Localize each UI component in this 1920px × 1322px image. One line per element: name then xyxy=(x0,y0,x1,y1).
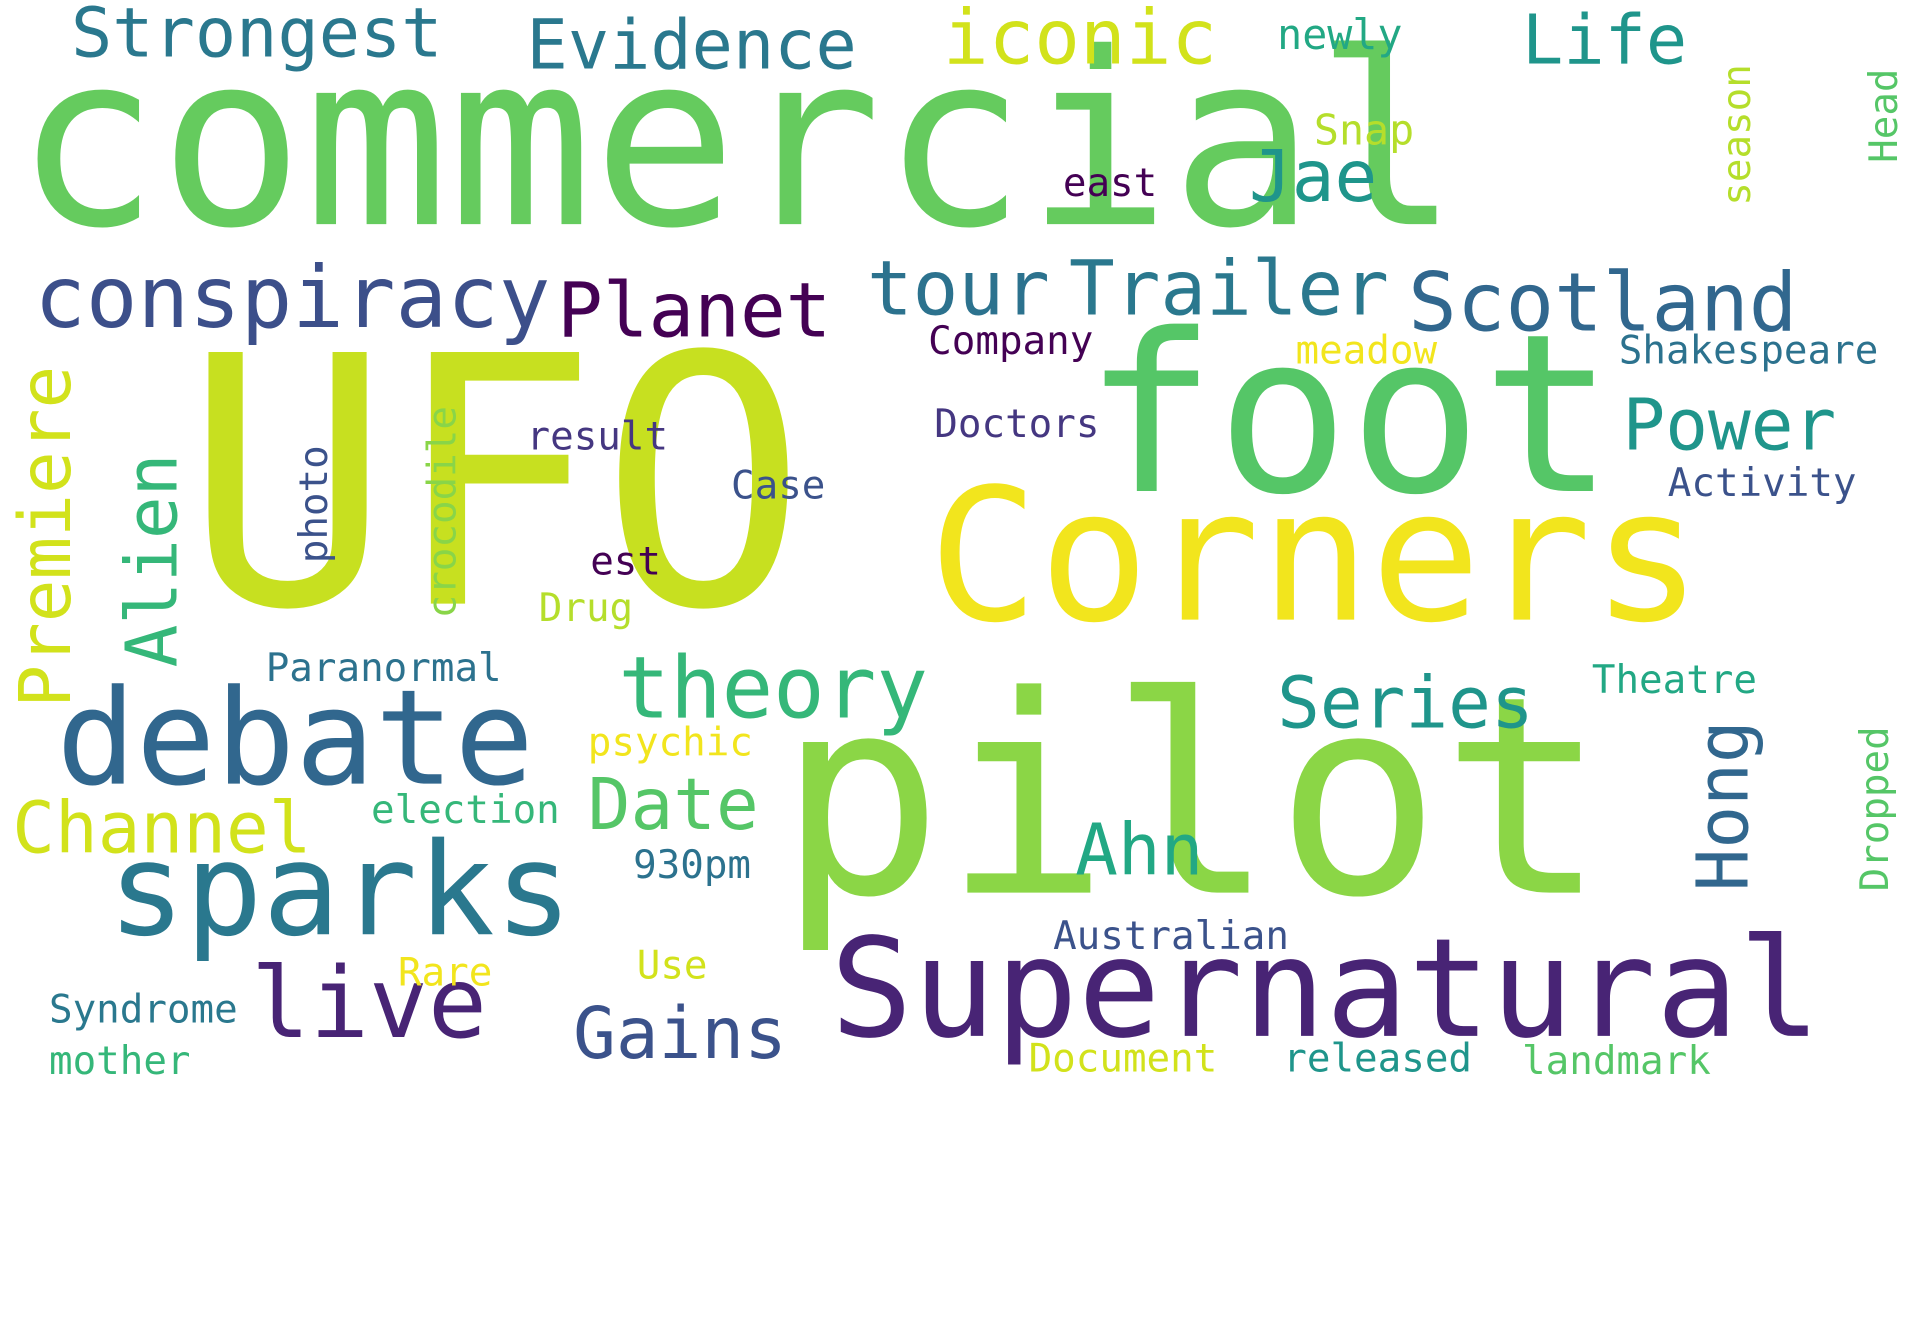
word-doctors: Doctors xyxy=(934,400,1100,447)
word-snap: Snap xyxy=(1313,106,1415,156)
word-ufo: UFO xyxy=(183,282,808,686)
word-sparks: sparks xyxy=(107,815,573,965)
word-rare: Rare xyxy=(397,948,493,996)
word-paranormal: Paranormal xyxy=(265,644,502,691)
word-mother: mother xyxy=(48,1037,191,1084)
word-gains: Gains xyxy=(573,991,787,1076)
word-hong: Hong xyxy=(1681,720,1765,892)
word-series: Series xyxy=(1277,661,1534,745)
word-date: Date xyxy=(587,762,759,847)
word-season: season xyxy=(1713,64,1760,206)
word-meadow: meadow xyxy=(1295,326,1438,374)
word-supernatural: Supernatural xyxy=(830,909,1822,1069)
word-crocodile: crocodile xyxy=(418,406,466,619)
word-document: Document xyxy=(1028,1034,1218,1082)
word-head: Head xyxy=(1860,68,1907,163)
word-evidence: Evidence xyxy=(526,6,857,86)
word-theatre: Theatre xyxy=(1591,656,1757,703)
word-power: Power xyxy=(1622,383,1837,467)
word-channel: Channel xyxy=(12,786,312,870)
word-australian: Australian xyxy=(1053,912,1289,959)
word-conspiracy: conspiracy xyxy=(34,247,551,348)
word-live: live xyxy=(251,946,487,1061)
word-est: est xyxy=(590,537,661,585)
word-commercial: commercial xyxy=(14,2,1460,282)
word-dropped: Dropped xyxy=(1851,726,1898,892)
word-alien: Alien xyxy=(110,453,194,668)
word-syndrome: Syndrome xyxy=(48,985,238,1033)
word-drug: Drug xyxy=(538,584,634,631)
word-landmark: landmark xyxy=(1522,1037,1711,1084)
word-foot: foot xyxy=(1083,287,1615,544)
word-activity: Activity xyxy=(1667,459,1857,506)
word-premiere: Premiere xyxy=(3,365,87,708)
word-shakespeare: Shakespeare xyxy=(1618,326,1879,374)
word-jae: Jae xyxy=(1248,134,1378,218)
word-corners: Corners xyxy=(928,450,1703,664)
word-ahn: Ahn xyxy=(1075,808,1204,892)
word-planet: Planet xyxy=(557,265,832,356)
word-use: Use xyxy=(636,941,708,989)
word-released: released xyxy=(1283,1034,1473,1082)
word-company: Company xyxy=(928,317,1094,364)
word-scotland: Scotland xyxy=(1408,255,1798,351)
word-debate: debate xyxy=(56,662,535,816)
word-photo: photo xyxy=(290,445,337,564)
word-theory: theory xyxy=(618,637,929,739)
word-east: east xyxy=(1062,159,1158,206)
word-tour: tour xyxy=(866,243,1050,334)
word-psychic: psychic xyxy=(587,718,753,766)
word-case: Case xyxy=(731,461,826,509)
word-930pm: 930pm xyxy=(633,841,752,888)
word-trailer: Trailer xyxy=(1068,243,1389,334)
word-life: Life xyxy=(1522,1,1688,81)
word-newly: newly xyxy=(1277,11,1403,61)
word-pilot: pilot xyxy=(777,637,1607,959)
word-strongest: Strongest xyxy=(71,0,443,74)
word-iconic: iconic xyxy=(942,0,1218,83)
word-election: election xyxy=(371,786,560,833)
word-result: result xyxy=(526,412,669,460)
